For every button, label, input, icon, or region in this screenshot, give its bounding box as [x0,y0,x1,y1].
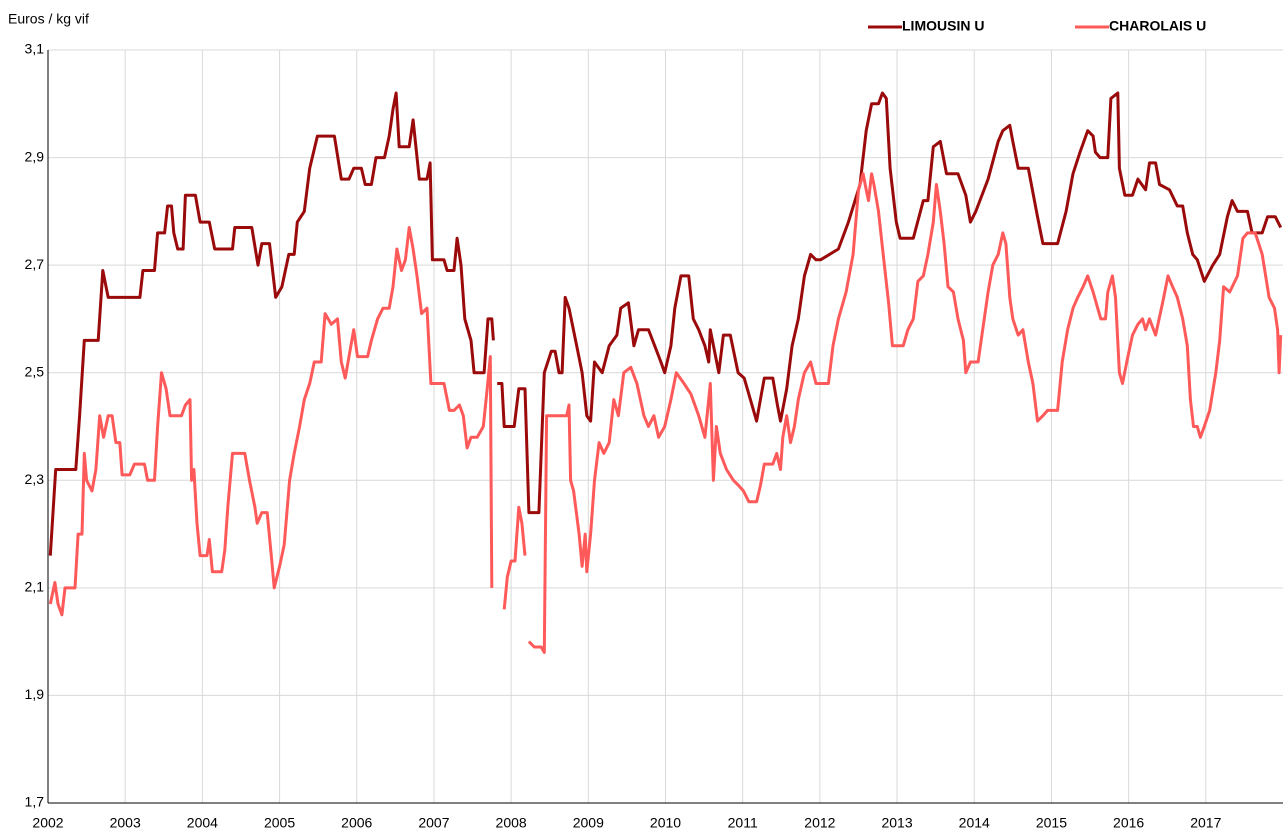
y-axis-label: Euros / kg vif [8,11,89,27]
x-tick-label: 2014 [959,815,990,831]
y-tick-label: 1,9 [25,686,45,702]
x-tick-label: 2017 [1190,815,1221,831]
x-tick-label: 2008 [496,815,527,831]
x-tick-label: 2004 [187,815,218,831]
x-tick-label: 2005 [264,815,295,831]
y-tick-label: 1,7 [25,794,45,810]
y-tick-label: 2,3 [25,471,45,487]
x-tick-label: 2010 [650,815,681,831]
series-line [48,91,1283,556]
y-tick-label: 3,1 [25,41,45,57]
x-tick-label: 2003 [110,815,141,831]
y-tick-label: 2,7 [25,256,45,272]
y-tick-label: 2,1 [25,579,45,595]
legend-label: LIMOUSIN U [902,18,984,34]
y-tick-label: 2,9 [25,148,45,164]
x-tick-label: 2012 [804,815,835,831]
y-tick-label: 2,5 [25,363,45,379]
x-tick-label: 2009 [573,815,604,831]
x-tick-label: 2013 [881,815,912,831]
x-tick-label: 2015 [1036,815,1067,831]
x-tick-label: 2016 [1113,815,1144,831]
x-tick-label: 2007 [418,815,449,831]
x-tick-label: 2006 [341,815,372,831]
x-tick-label: 2011 [728,815,758,831]
series-line [48,172,1283,654]
legend-label: CHAROLAIS U [1109,18,1206,34]
x-tick-label: 2002 [32,815,63,831]
